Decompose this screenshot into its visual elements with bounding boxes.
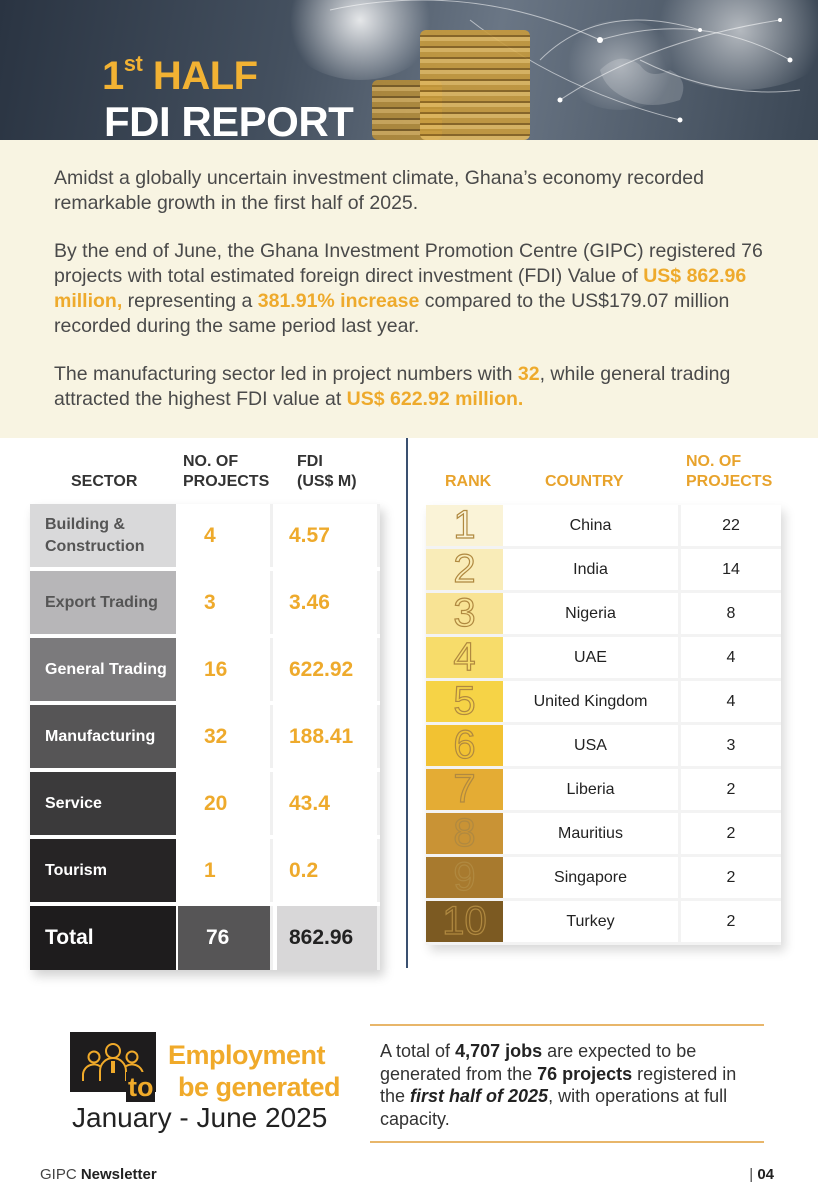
sector-projects: 32: [176, 705, 273, 768]
page-number: | 04: [749, 1166, 774, 1183]
table-row: Service 20 43.4: [30, 772, 380, 835]
sector-table: Building & Construction 4 4.57 Export Tr…: [30, 504, 380, 970]
intro-paragraph-2: By the end of June, the Ghana Investment…: [54, 240, 763, 337]
country-name: Turkey: [503, 901, 681, 942]
country-name: Singapore: [503, 857, 681, 898]
country-projects: 4: [726, 692, 736, 710]
country-projects: 2: [726, 868, 736, 886]
country-projects: 4: [726, 648, 736, 666]
table-row: Export Trading 3 3.46: [30, 571, 380, 634]
country-projects: 8: [726, 604, 736, 622]
employment-summary: A total of 4,707 jobs are expected to be…: [370, 1024, 764, 1143]
total-row: Total 76 862.96: [30, 906, 380, 970]
sector-projects: 3: [176, 571, 273, 634]
country-projects-col-header: NO. OF PROJECTS: [686, 453, 773, 490]
sector-name: General Trading: [30, 638, 176, 701]
header-banner: [0, 0, 818, 140]
table-row: 5 United Kingdom 4: [426, 678, 781, 725]
rank-number: 8: [426, 810, 503, 856]
rank-col-header: RANK: [445, 473, 492, 490]
coin-stack-image: [420, 30, 530, 140]
table-row: 2 India 14: [426, 546, 781, 593]
country-projects: 22: [722, 516, 740, 534]
rank-number: 5: [426, 678, 503, 724]
rank-number: 7: [426, 766, 503, 812]
country-projects: 2: [726, 780, 736, 798]
rank-number: 2: [426, 546, 503, 592]
rank-number: 3: [426, 590, 503, 636]
country-name: Nigeria: [503, 593, 681, 634]
fdi-col-header: FDI (US$ M): [297, 453, 357, 490]
table-row: Building & Construction 4 4.57: [30, 504, 380, 567]
intro-section: Amidst a globally uncertain investment c…: [0, 140, 818, 438]
sector-projects: 20: [176, 772, 273, 835]
sector-fdi: 188.41: [273, 705, 380, 768]
table-row: General Trading 16 622.92: [30, 638, 380, 701]
country-projects: 2: [726, 824, 736, 842]
rank-number: 4: [426, 634, 503, 680]
sector-fdi: 43.4: [273, 772, 380, 835]
table-row: Tourism 1 0.2: [30, 839, 380, 902]
table-row: 10 Turkey 2: [426, 898, 781, 945]
sector-projects: 16: [176, 638, 273, 701]
country-col-header: COUNTRY: [545, 473, 624, 490]
total-projects: 76: [178, 906, 273, 970]
rank-number: 9: [426, 854, 503, 900]
table-row: 4 UAE 4: [426, 634, 781, 681]
country-name: United Kingdom: [503, 681, 681, 722]
newsletter-label: GIPC Newsletter: [40, 1166, 157, 1183]
employment-subtitle: be generated: [178, 1072, 341, 1102]
projects-col-header: NO. OF PROJECTS: [183, 453, 270, 490]
table-row: 6 USA 3: [426, 722, 781, 769]
sector-name: Building & Construction: [30, 504, 176, 567]
table-row: 7 Liberia 2: [426, 766, 781, 813]
sector-name: Tourism: [30, 839, 176, 902]
column-divider: [406, 438, 408, 968]
table-row: 8 Mauritius 2: [426, 810, 781, 857]
country-name: China: [503, 505, 681, 546]
sector-fdi: 4.57: [273, 504, 380, 567]
sector-projects: 1: [176, 839, 273, 902]
sector-col-header: SECTOR: [71, 473, 138, 490]
intro-paragraph-3: The manufacturing sector led in project …: [54, 363, 731, 410]
rank-number: 6: [426, 722, 503, 768]
country-projects: 14: [722, 560, 740, 578]
report-title-line1: 1st HALF: [102, 50, 258, 98]
sector-name: Service: [30, 772, 176, 835]
country-name: Liberia: [503, 769, 681, 810]
employment-title-to: to: [126, 1072, 156, 1102]
sector-name: Export Trading: [30, 571, 176, 634]
sector-fdi: 3.46: [273, 571, 380, 634]
intro-paragraph-1: Amidst a globally uncertain investment c…: [54, 167, 704, 214]
total-fdi: 862.96: [277, 906, 380, 970]
table-row: 9 Singapore 2: [426, 854, 781, 901]
total-label: Total: [30, 906, 176, 970]
country-ranking-table: 1 China 22 2 India 14 3 Nigeria 8 4 UAE …: [426, 502, 781, 945]
rank-number: 10: [426, 898, 503, 944]
rank-number: 1: [426, 502, 503, 548]
country-projects: 2: [726, 912, 736, 930]
world-network-background: [329, 0, 801, 123]
table-row: 1 China 22: [426, 502, 781, 549]
country-projects: 3: [726, 736, 736, 754]
sector-projects: 4: [176, 504, 273, 567]
sector-fdi: 0.2: [273, 839, 380, 902]
employment-title: Employment: [168, 1040, 326, 1070]
country-name: Mauritius: [503, 813, 681, 854]
sector-fdi: 622.92: [273, 638, 380, 701]
country-name: USA: [503, 725, 681, 766]
country-name: India: [503, 549, 681, 590]
report-title-line2: FDI REPORT: [104, 98, 354, 145]
employment-period: January - June 2025: [72, 1102, 328, 1133]
table-row: Manufacturing 32 188.41: [30, 705, 380, 768]
table-row: 3 Nigeria 8: [426, 590, 781, 637]
country-name: UAE: [503, 637, 681, 678]
sector-name: Manufacturing: [30, 705, 176, 768]
